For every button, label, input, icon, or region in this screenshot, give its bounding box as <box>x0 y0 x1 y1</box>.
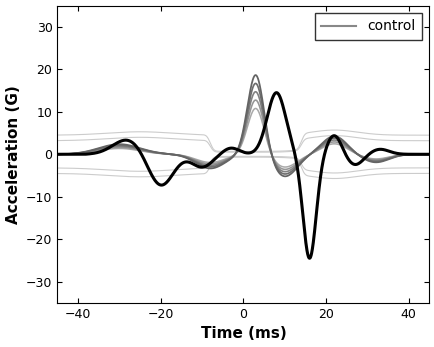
Legend: control: control <box>314 12 421 40</box>
X-axis label: Time (ms): Time (ms) <box>200 327 286 341</box>
Y-axis label: Acceleration (G): Acceleration (G) <box>6 85 20 224</box>
